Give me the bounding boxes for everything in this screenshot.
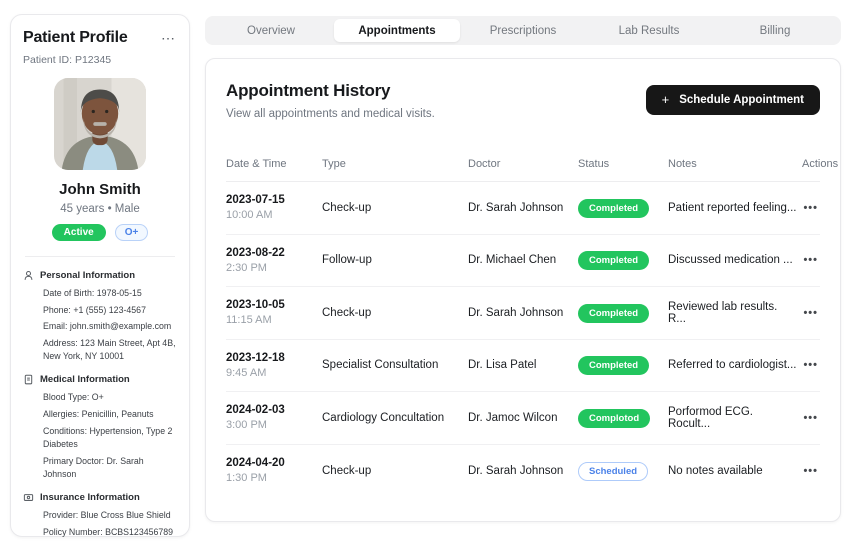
banknote-icon (23, 494, 34, 502)
col-actions: Actions (802, 158, 839, 170)
table-row: 2023-10-05 11:15 AM Check-up Dr. Sarah J… (226, 287, 820, 340)
tab-billing[interactable]: Billing (759, 24, 791, 37)
row-actions-icon[interactable]: ••• (803, 411, 818, 424)
field-phone: Phone: +1 (555) 123-4567 (43, 304, 146, 315)
appointment-history-panel: Appointment History View all appointment… (205, 58, 841, 522)
patient-name: John Smith (59, 181, 141, 198)
plus-icon: + (661, 92, 670, 107)
status-badge: Complotod (578, 408, 651, 428)
field-address: Address: 123 Main Street, Apt 4B, New Yo… (43, 338, 176, 362)
appointment-notes: Reviewed lab results. R... (668, 300, 778, 325)
appointment-doctor: Dr. Sarah Johnson (468, 201, 564, 214)
appointment-type: Cardiology Concultation (322, 411, 445, 424)
page-title: Appointment History (226, 81, 391, 100)
personal-information-section: Personal Information Date of Birth: 1978… (23, 270, 177, 363)
col-notes: Notes (668, 158, 697, 170)
row-actions-icon[interactable]: ••• (803, 254, 818, 267)
medical-information-section: Medical Information Blood Type: O+ Aller… (23, 374, 177, 481)
section-title: Personal Information (40, 270, 136, 281)
appointment-notes: Discussed medication ... (668, 254, 793, 267)
appointment-notes: No notes available (668, 464, 763, 477)
status-badge: Active (51, 224, 106, 241)
sidebar-title: Patient Profile (23, 29, 128, 46)
patient-profile-card: Patient Profile ⋯ Patient ID: P12345 Joh… (10, 14, 190, 537)
person-icon (24, 270, 33, 280)
appointment-type: Follow-up (322, 254, 372, 267)
patient-photo (54, 78, 146, 170)
appointment-date: 2023-12-18 (226, 351, 285, 364)
appointment-notes: Referred to cardiologist... (668, 359, 797, 372)
table-row: 2023-08-22 2:30 PM Follow-up Dr. Michael… (226, 235, 820, 287)
patient-id: Patient ID: P12345 (23, 54, 112, 66)
status-badge: Scheduled (578, 461, 649, 481)
row-actions-icon[interactable]: ••• (803, 464, 818, 477)
col-type: Type (322, 158, 346, 170)
col-date-time: Date & Time (226, 158, 287, 170)
insurance-information-section: Insurance Information Provider: Blue Cro… (23, 492, 177, 539)
patient-age-gender: 45 years • Male (60, 203, 140, 215)
status-badge: Completed (578, 356, 650, 376)
section-title: Insurance Information (40, 492, 140, 504)
appointment-time: 3:00 PM (226, 419, 267, 432)
section-title: Medical Information (40, 374, 130, 386)
appointment-notes: Patient reported feeling... (668, 201, 797, 214)
blood-type-badge: O+ (114, 224, 149, 241)
appointment-date: 2024-04-20 (226, 457, 285, 470)
field-allergies: Allergies: Penicillin, Peanuts (43, 409, 154, 420)
appointment-type: Check-up (322, 201, 372, 214)
appointment-notes: Porformod ECG. Rocult... (668, 405, 753, 430)
appointment-time: 10:00 AM (226, 209, 273, 222)
appointment-date: 2023-10-05 (226, 299, 285, 312)
appointment-date: 2024-02-03 (226, 404, 285, 417)
divider (25, 256, 175, 257)
col-status: Status (578, 158, 610, 170)
field-primary-doctor: Primary Doctor: Dr. Sarah Johnson (43, 455, 144, 479)
page-subtitle: View all appointments and medical visits… (226, 108, 435, 120)
tab-overview[interactable]: Overview (247, 24, 295, 37)
appointment-doctor: Dr. Lisa Patel (468, 359, 537, 372)
tab-bar: Overview Appointments Prescriptions Lab … (205, 16, 841, 45)
tab-lab-results[interactable]: Lab Results (618, 24, 680, 37)
field-conditions: Conditions: Hypertension, Type 2 Diabete… (43, 425, 173, 449)
appointment-date: 2023-08-22 (226, 246, 285, 259)
appointment-time: 2:30 PM (226, 261, 267, 274)
row-actions-icon[interactable]: ••• (803, 201, 818, 214)
status-badge: Completed (578, 303, 650, 323)
appointment-time: 1:30 PM (226, 472, 267, 485)
appointment-doctor: Dr. Sarah Johnson (468, 464, 564, 477)
table-row: 2023-07-15 10:00 AM Check-up Dr. Sarah J… (226, 182, 820, 235)
table-row: 2024-04-20 1:30 PM Check-up Dr. Sarah Jo… (226, 445, 820, 498)
appointment-doctor: Dr. Michael Chen (468, 254, 557, 267)
col-doctor: Doctor (468, 158, 501, 170)
row-actions-icon[interactable]: ••• (803, 306, 818, 319)
table-row: 2023-12-18 9:45 AM Specialist Consultati… (226, 340, 820, 392)
field-blood-type: Blood Type: O+ (43, 392, 104, 403)
schedule-appointment-label: Schedule Appointment (679, 94, 804, 106)
tab-prescriptions[interactable]: Prescriptions (489, 24, 557, 37)
appointment-doctor: Dr. Jamoc Wilcon (468, 411, 558, 424)
appointment-time: 9:45 AM (226, 366, 267, 379)
status-badge: Completed (578, 251, 650, 271)
appointment-type: Check-up (322, 464, 372, 477)
field-dob: Date of Birth: 1978-05-15 (43, 288, 142, 298)
field-policy-number: Policy Number: BCBS123456789 (43, 526, 174, 537)
appointment-time: 11:15 AM (226, 314, 272, 327)
table-row: 2024-02-03 3:00 PM Cardiology Concultati… (226, 392, 820, 445)
status-badge: Completed (578, 198, 650, 218)
appointment-doctor: Dr. Sarah Johnson (468, 306, 564, 319)
document-icon (24, 375, 33, 385)
appointment-type: Specialist Consultation (322, 359, 439, 372)
table-header: Date & Time Type Doctor Status Notes Act… (226, 158, 838, 182)
row-actions-icon[interactable]: ••• (803, 359, 818, 372)
ellipsis-icon[interactable]: ⋯ (161, 30, 175, 46)
field-email: Email: john.smith@example.com (43, 321, 172, 332)
schedule-appointment-button[interactable]: + Schedule Appointment (645, 85, 820, 115)
appointments-table: Date & Time Type Doctor Status Notes Act… (226, 158, 838, 498)
tab-appointments[interactable]: Appointments (334, 19, 460, 42)
appointment-type: Check-up (322, 306, 372, 319)
appointment-date: 2023-07-15 (226, 194, 285, 207)
field-provider: Provider: Blue Cross Blue Shield (43, 510, 171, 521)
patient-photo-illustration (54, 78, 146, 170)
